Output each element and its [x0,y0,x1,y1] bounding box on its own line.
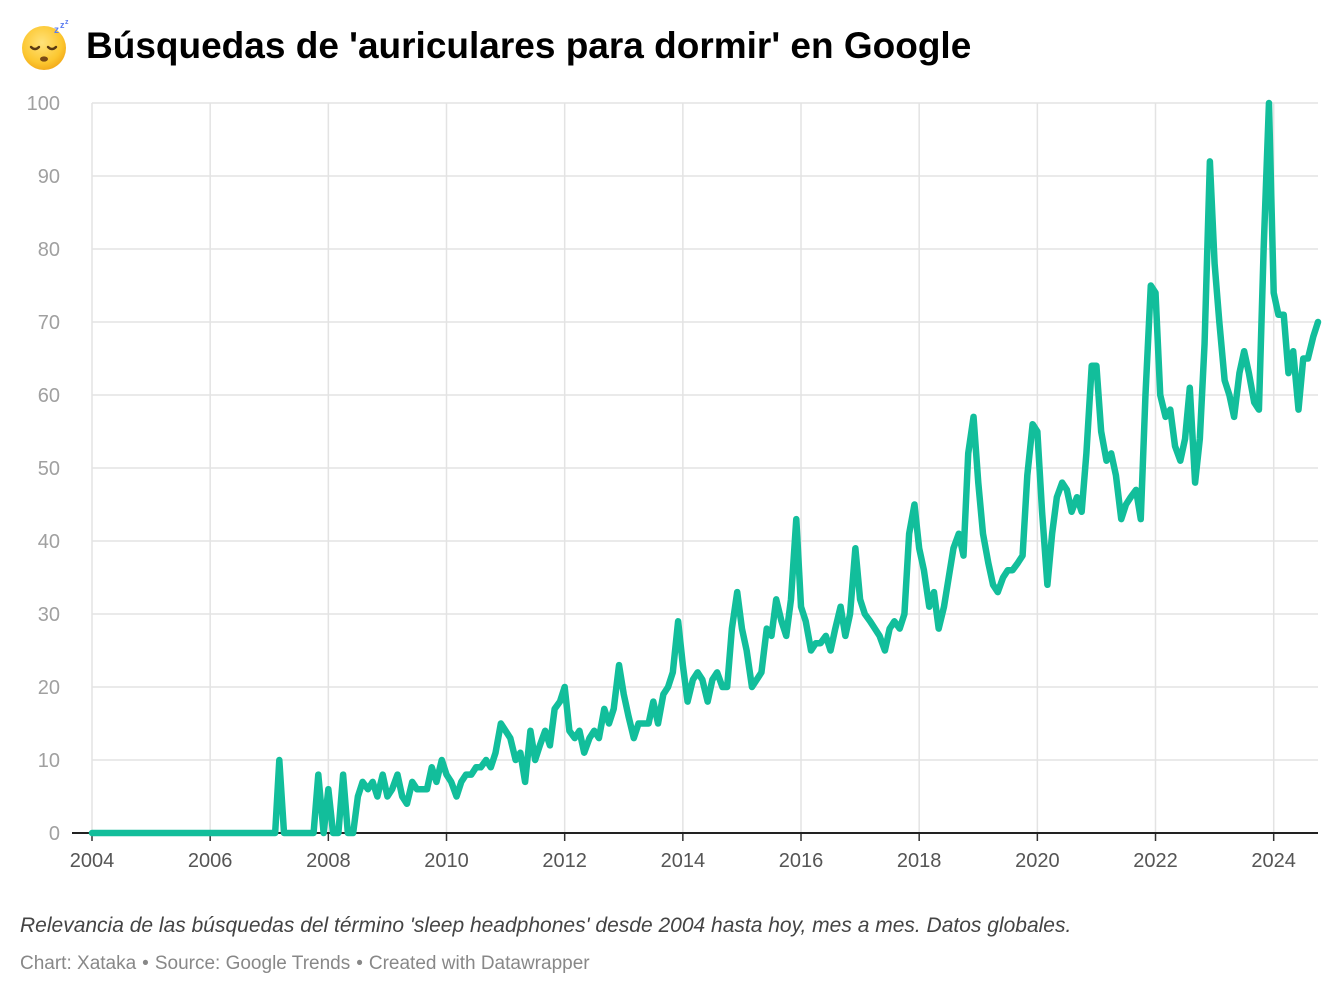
y-tick-label: 30 [38,604,60,626]
x-tick-label: 2014 [661,850,706,872]
title-row: z z z Búsquedas de 'auriculares para dor… [20,18,971,74]
grid-lines [91,102,1318,833]
y-tick-label: 50 [38,458,60,480]
x-tick-label: 2022 [1133,850,1178,872]
y-tick-label: 0 [49,823,60,845]
footer-source: Source: Google Trends [154,953,351,974]
chart-title: Búsquedas de 'auriculares para dormir' e… [86,25,972,66]
svg-text:z: z [60,20,65,30]
y-tick-label: 100 [27,93,60,115]
y-tick-label: 20 [38,677,60,699]
x-axis-ticks: 2004 2006 2008 2010 2012 2014 2016 2018 2020 2022… [70,832,1318,872]
y-axis-ticks: 0 10 20 30 40 50 60 70 80 90 100 [27,93,60,845]
y-tick-label: 10 [38,750,60,772]
x-tick-label: 2020 [1015,850,1060,872]
y-tick-label: 60 [38,385,60,407]
footer-separator: • [142,953,149,974]
svg-text:z: z [65,20,69,26]
chart-caption: Relevancia de las búsquedas del término … [20,914,1072,937]
x-tick-label: 2006 [188,850,233,872]
y-tick-label: 80 [38,239,60,261]
sleeping-face-icon: z z z [22,20,69,70]
x-tick-label: 2010 [424,850,469,872]
footer-separator: • [356,953,363,974]
x-tick-label: 2018 [897,850,942,872]
footer-chart-by: Chart: Xataka [20,953,137,974]
y-tick-label: 40 [38,531,60,553]
x-tick-label: 2008 [306,850,351,872]
x-tick-label: 2024 [1251,850,1296,872]
y-tick-label: 90 [38,166,60,188]
chart-footer: Chart: Xataka • Source: Google Trends • Crea… [20,953,590,975]
svg-text:z: z [54,25,59,36]
x-tick-label: 2016 [779,850,824,872]
series-layer [88,99,1322,837]
footer-created-with: Created with Datawrapper [368,953,590,974]
y-tick-label: 70 [38,312,60,334]
x-tick-label: 2012 [542,850,587,872]
series-line [88,99,1322,837]
x-tick-label: 2004 [70,850,115,872]
